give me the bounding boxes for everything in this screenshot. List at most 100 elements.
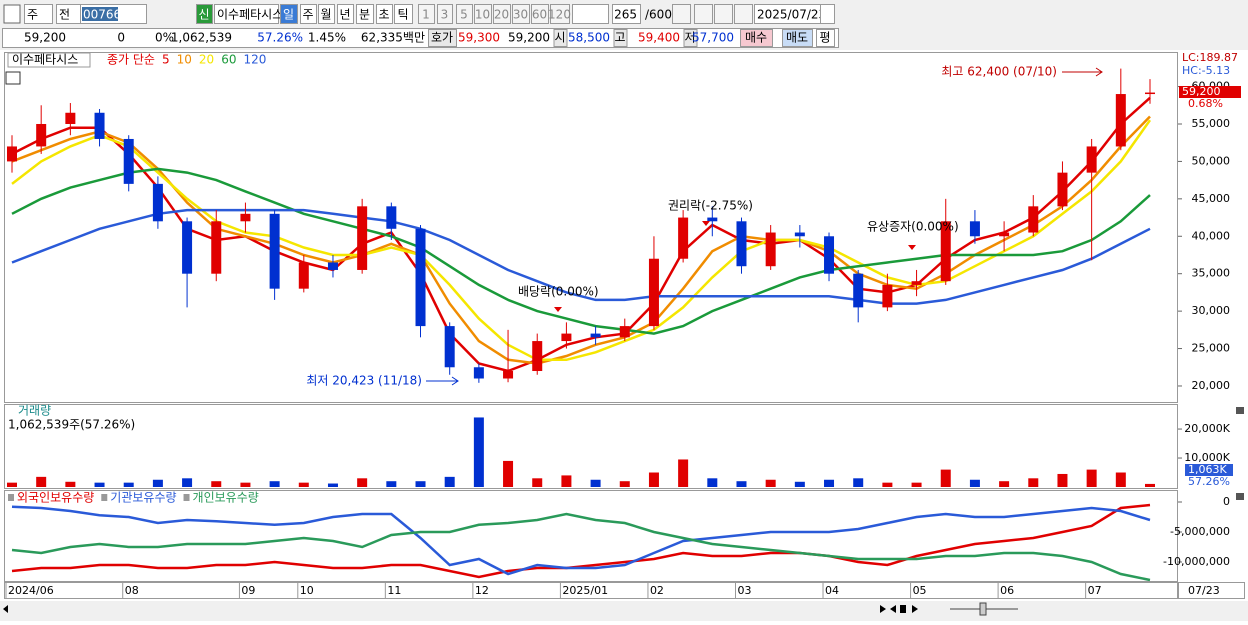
toolbar-text[interactable]: 틱 xyxy=(397,8,408,22)
legend-entry[interactable]: 60 xyxy=(221,53,236,67)
volume-bar xyxy=(1145,483,1155,487)
toolbar-button[interactable] xyxy=(356,4,374,24)
toolbar-button[interactable] xyxy=(418,4,435,24)
quote-label[interactable] xyxy=(816,29,835,47)
toolbar-text[interactable]: 일 xyxy=(283,8,294,22)
toolbar-text[interactable]: 60 xyxy=(532,8,547,22)
volume-bar xyxy=(678,459,689,487)
volume-bar xyxy=(473,417,484,487)
zoom-thumb[interactable] xyxy=(979,602,987,616)
quote-text[interactable]: 매수 xyxy=(745,31,767,45)
toolbar-text[interactable]: 3 xyxy=(441,8,449,22)
close-icon[interactable] xyxy=(1236,493,1244,500)
toolbar-button[interactable] xyxy=(196,4,213,24)
toolbar-text[interactable]: 30 xyxy=(513,8,528,22)
candle-body xyxy=(678,217,689,259)
toolbar-text[interactable]: 분 xyxy=(359,8,370,22)
quote-label xyxy=(613,29,628,47)
tool-icon[interactable] xyxy=(672,4,691,24)
toolbar-text[interactable]: 5 xyxy=(460,8,468,22)
toolbar-text[interactable]: 10 xyxy=(475,8,490,22)
toolbar-text[interactable]: 월 xyxy=(320,8,331,22)
toolbar-button[interactable] xyxy=(318,4,335,24)
candle-body xyxy=(269,213,280,289)
menu-icon[interactable] xyxy=(3,4,21,24)
holding-line xyxy=(11,503,1151,579)
toolbar-text[interactable]: 초 xyxy=(378,8,389,22)
toolbar-text[interactable]: 1 xyxy=(422,8,430,22)
volume-bar xyxy=(327,483,338,487)
toolbar-button[interactable] xyxy=(376,4,393,24)
volume-bar xyxy=(765,479,776,487)
chart-subtitle: 1,062,539주(57.26%) xyxy=(8,418,135,432)
toolbar-button[interactable] xyxy=(280,4,298,24)
tool-icon[interactable] xyxy=(714,4,733,24)
corner-label: HC:-5.13 xyxy=(1182,64,1230,77)
legend-entry[interactable]: 120 xyxy=(243,53,266,67)
candle-body xyxy=(386,206,397,229)
y-tick-label: 0 xyxy=(1223,495,1230,508)
toolbar-text[interactable]: 년 xyxy=(339,8,350,22)
legend-entry[interactable]: 5 xyxy=(162,53,170,67)
quote-text[interactable]: 매도 xyxy=(786,31,808,45)
toolbar-text[interactable]: 주 xyxy=(27,8,38,22)
toolbar-button[interactable] xyxy=(214,4,279,24)
toolbar-text[interactable]: 전 xyxy=(59,8,70,22)
calendar-icon[interactable] xyxy=(820,4,835,24)
toolbar-text[interactable]: 이수페타시스 xyxy=(217,8,283,22)
quote-text[interactable]: 평 xyxy=(819,31,830,45)
legend-entry[interactable]: 10 xyxy=(177,53,192,67)
legend-entry[interactable]: 개인보유수량 xyxy=(193,491,259,505)
toolbar-text[interactable]: 007660 xyxy=(83,8,129,22)
quote-label[interactable] xyxy=(740,29,773,47)
toolbar-button[interactable] xyxy=(300,4,317,24)
volume-panel xyxy=(4,404,1178,489)
toolbar-button[interactable] xyxy=(24,4,53,24)
dropdown[interactable] xyxy=(572,4,609,24)
candle-body xyxy=(182,221,193,274)
toolbar-button[interactable] xyxy=(612,4,641,24)
grid-icon[interactable] xyxy=(5,71,21,85)
toolbar-text[interactable]: /600 xyxy=(645,8,672,22)
toolbar-button[interactable] xyxy=(337,4,354,24)
volume-bar xyxy=(444,476,455,487)
x-tick-label: 09 xyxy=(241,584,255,597)
toolbar-button[interactable] xyxy=(456,4,473,24)
legend-entry[interactable]: 기관보유수량 xyxy=(110,491,176,505)
quote-text: 59,400 xyxy=(638,31,680,45)
scroll-left[interactable] xyxy=(3,605,8,613)
legend-entry[interactable]: 20 xyxy=(199,53,214,67)
toolbar-button[interactable] xyxy=(512,4,530,24)
legend-entry[interactable]: 외국인보유수량 xyxy=(17,491,94,505)
toolbar-text[interactable]: 신 xyxy=(198,8,209,22)
toolbar-text[interactable]: 20 xyxy=(494,8,509,22)
toolbar-button[interactable] xyxy=(531,4,549,24)
tool-icon[interactable] xyxy=(694,4,713,24)
toolbar-button[interactable] xyxy=(550,4,570,24)
close-icon[interactable] xyxy=(1236,407,1244,414)
moving-average xyxy=(11,167,1151,335)
toolbar-text[interactable]: 주 xyxy=(302,8,313,22)
toolbar-button[interactable] xyxy=(437,4,453,24)
volume-bar xyxy=(182,478,193,487)
toolbar-text[interactable]: 265 xyxy=(614,8,637,22)
toolbar-button[interactable] xyxy=(493,4,511,24)
volume-bar xyxy=(94,482,105,487)
candle-body xyxy=(1057,172,1068,207)
holding-line xyxy=(11,512,1151,582)
toolbar-button[interactable] xyxy=(394,4,413,24)
volume-bar xyxy=(1028,478,1039,487)
toolbar-text[interactable]: 120 xyxy=(548,8,571,22)
toolbar-button[interactable] xyxy=(474,4,492,24)
volume-bar xyxy=(415,481,426,487)
moving-average xyxy=(11,115,1151,365)
scrollbar[interactable] xyxy=(0,601,1248,621)
event-marker xyxy=(908,245,916,250)
toolbar-text[interactable]: 2025/07/23 xyxy=(757,8,826,22)
candle-body xyxy=(590,333,601,338)
tool-icon[interactable] xyxy=(734,4,753,24)
volume-bar xyxy=(940,469,951,487)
y-tick-label: 45,000 xyxy=(1192,192,1231,205)
quote-label[interactable] xyxy=(782,29,813,47)
